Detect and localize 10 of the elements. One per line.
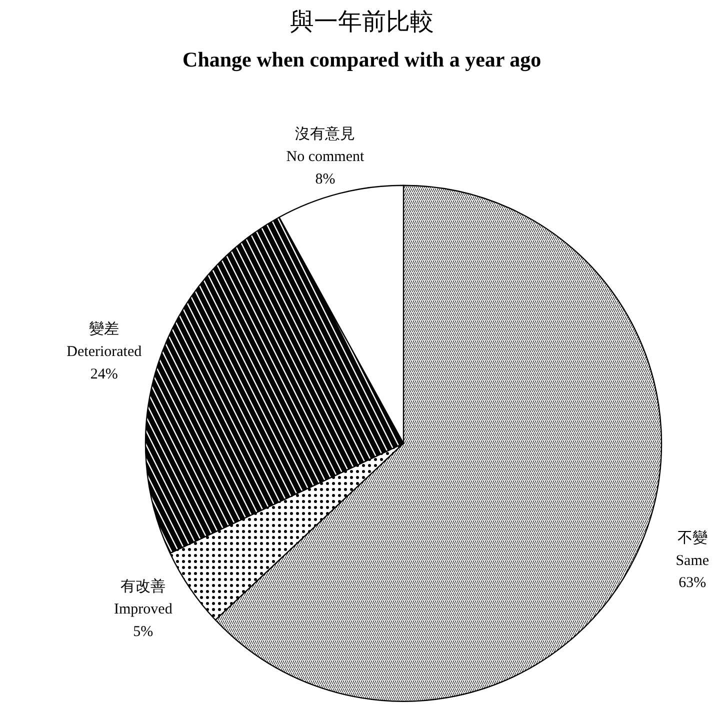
slice-label: 不變 Same: [676, 529, 710, 569]
slice-label: 有改善 Improved: [114, 578, 173, 618]
slice-label: 變差 Deteriorated: [66, 320, 142, 360]
data-label: 24%: [90, 366, 118, 382]
data-label: 63%: [678, 575, 706, 592]
data-label: 5%: [133, 624, 154, 640]
slice-label: 沒有意見 No comment: [286, 125, 366, 165]
chart-subtitle: Change when compared with a year ago: [182, 48, 542, 72]
chart-title: 與一年前比較: [290, 8, 434, 36]
data-label: 8%: [315, 171, 336, 188]
